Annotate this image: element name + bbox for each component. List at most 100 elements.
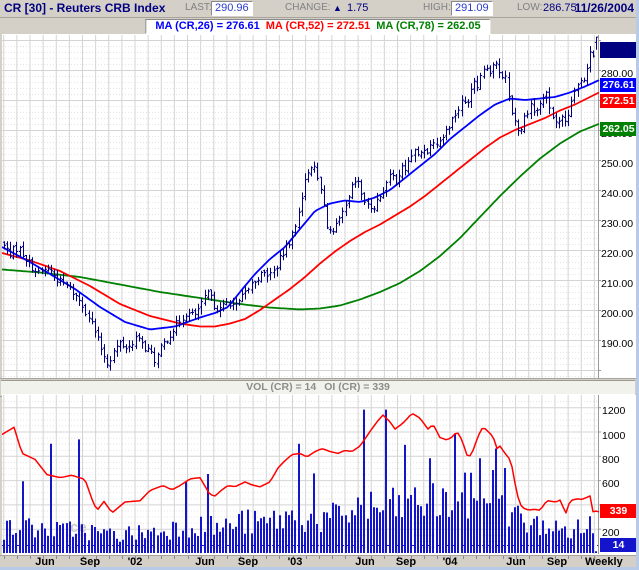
volume-chart-svg (2, 395, 601, 554)
time-axis-tick (345, 556, 346, 559)
open-interest-value-text: OI (CR) = 339 (324, 381, 390, 393)
price-tick-label: 280.00 (601, 68, 634, 80)
ma52-price-box: 272.51 (600, 94, 637, 108)
time-axis-tick (148, 556, 150, 559)
time-axis-tick (213, 556, 215, 559)
volume-last-box: 14 (600, 538, 637, 552)
time-axis-label: Sep (79, 556, 101, 568)
time-axis-tick (266, 556, 268, 559)
window-edge-bottom (0, 567, 639, 570)
time-axis-label: Sep (546, 556, 568, 568)
ma-26-summary: MA (CR,26) = 276.61 (155, 20, 260, 32)
change-label: CHANGE: (285, 2, 331, 13)
time-axis-label: Sep (237, 556, 259, 568)
time-axis: Weekly Jun Sep '02 Jun Sep '03 Jun Sep '04 Jun Sep (0, 555, 636, 568)
time-axis-tick (174, 556, 176, 559)
time-axis-tick (489, 556, 491, 559)
last-price-box: 290.96 (600, 42, 637, 58)
low-label: LOW: (517, 2, 543, 13)
time-axis-tick (450, 556, 451, 559)
time-axis-tick (463, 556, 465, 559)
last-label: LAST: (185, 2, 212, 13)
time-axis-tick (541, 556, 543, 559)
low-value: 286.75 (543, 2, 577, 14)
time-axis-tick (476, 556, 478, 559)
time-axis-tick (318, 556, 320, 559)
price-tick-label: 230.00 (601, 218, 634, 230)
time-axis-tick (95, 556, 97, 559)
periodicity-label: Weekly (585, 556, 623, 568)
ma-summary-box: MA (CR,26) = 276.61 MA (CR,52) = 272.51 MA… (145, 19, 491, 34)
time-axis-label: '03 (287, 556, 303, 568)
volume-tick-label: 800 (602, 453, 620, 466)
price-tick-label: 240.00 (601, 188, 634, 200)
date-display: 11/26/2004 (574, 1, 634, 15)
time-axis-tick (397, 556, 399, 559)
time-axis-label: Jun (355, 556, 375, 568)
time-axis-tick (515, 556, 517, 559)
time-axis-tick (568, 556, 570, 559)
time-axis-tick (581, 556, 583, 559)
ma-summary-bar: MA (CR,26) = 276.61 MA (CR,52) = 272.51 MA… (0, 18, 636, 34)
time-axis-tick (331, 556, 333, 559)
volume-value-text: VOL (CR) = 14 (246, 381, 317, 393)
time-axis-tick (384, 556, 386, 559)
time-axis-tick (43, 556, 45, 559)
time-axis-tick (200, 556, 202, 559)
time-axis-tick (82, 556, 84, 559)
symbol-title: CR [30] - Reuters CRB Index (4, 1, 166, 15)
time-axis-tick (108, 556, 110, 559)
time-axis-label: Jun (195, 556, 215, 568)
time-axis-tick (3, 556, 5, 559)
price-tick-label: 210.00 (601, 278, 634, 290)
time-axis-tick (226, 556, 228, 559)
volume-tick-label: 600 (602, 478, 620, 491)
time-axis-tick (594, 556, 596, 559)
time-axis-tick (371, 556, 373, 559)
volume-tick-label: 1000 (602, 429, 626, 442)
time-axis-label: Sep (395, 556, 417, 568)
price-tick-label: 200.00 (601, 308, 634, 320)
time-axis-label: Jun (35, 556, 55, 568)
oi-last-box: 339 (600, 504, 637, 518)
time-axis-tick (240, 556, 241, 559)
time-axis-tick (187, 556, 189, 559)
time-axis-tick (292, 556, 294, 559)
chart-header: CR [30] - Reuters CRB Index LAST: 290.96… (0, 0, 636, 18)
window-edge-right (636, 0, 639, 570)
time-axis-tick (253, 556, 255, 559)
volume-tick-label: 1200 (602, 405, 626, 418)
time-axis-tick (528, 556, 530, 559)
time-axis-tick (436, 556, 438, 559)
volume-tick-label: 200 (602, 526, 620, 539)
ma26-price-box: 276.61 (600, 78, 637, 92)
price-tick-label: 220.00 (601, 248, 634, 260)
time-axis-tick (121, 556, 123, 559)
time-axis-tick (502, 556, 504, 559)
ma-52-summary: MA (CR,52) = 272.51 (265, 20, 371, 32)
time-axis-tick (135, 556, 136, 559)
high-label: HIGH: (423, 2, 451, 13)
price-tick-label: 250.00 (601, 158, 634, 170)
volume-pane-header: VOL (CR) = 14 OI (CR) = 339 (0, 378, 636, 397)
change-arrow-icon: ▲ (333, 3, 342, 13)
time-axis-tick (69, 556, 71, 559)
time-axis-tick (555, 556, 556, 559)
time-axis-tick (16, 556, 18, 559)
ma-78-summary: MA (CR,78) = 262.05 (376, 20, 481, 32)
time-axis-tick (423, 556, 425, 559)
time-axis-label: '04 (442, 556, 458, 568)
time-axis-tick (358, 556, 360, 559)
time-axis-tick (410, 556, 412, 559)
price-tick-label: 190.00 (601, 338, 634, 350)
time-axis-tick (279, 556, 281, 559)
time-axis-tick (305, 556, 307, 559)
time-axis-label: '02 (127, 556, 143, 568)
ma78-price-box: 262.05 (600, 122, 637, 136)
time-axis-tick (30, 556, 31, 559)
time-axis-tick (161, 556, 163, 559)
time-axis-label: Jun (506, 556, 526, 568)
main-price-chart-svg (2, 35, 601, 378)
last-value: 290.96 (211, 1, 253, 16)
